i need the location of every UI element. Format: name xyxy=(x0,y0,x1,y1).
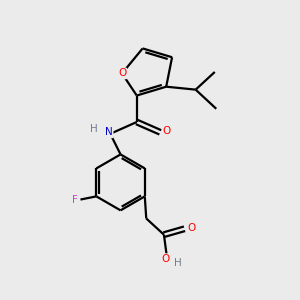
Text: F: F xyxy=(72,195,78,205)
Text: H: H xyxy=(90,124,98,134)
Text: O: O xyxy=(161,254,169,264)
Text: O: O xyxy=(187,223,195,233)
Text: O: O xyxy=(118,68,126,78)
Text: N: N xyxy=(105,127,113,137)
Text: H: H xyxy=(174,258,182,268)
Text: O: O xyxy=(163,126,171,136)
